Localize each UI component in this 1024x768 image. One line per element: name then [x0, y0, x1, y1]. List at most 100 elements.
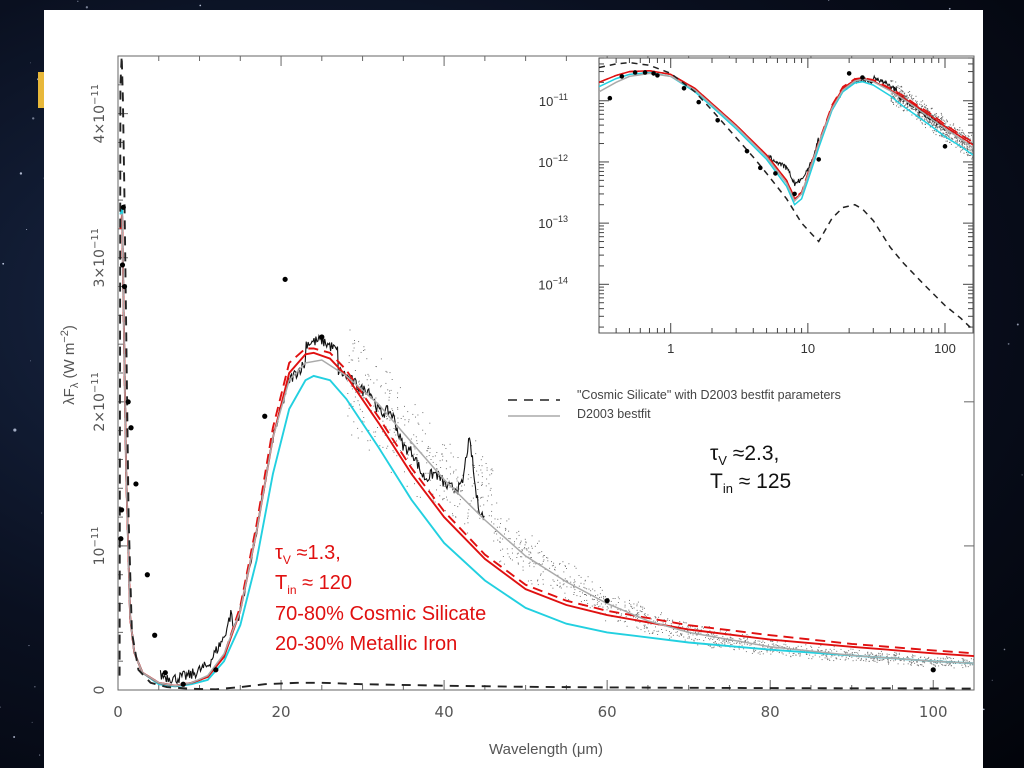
scatter-point — [459, 499, 461, 501]
inset-scatter-point — [934, 114, 936, 116]
scatter-point — [358, 341, 360, 343]
star — [0, 706, 1, 708]
inset-scatter-point — [944, 120, 946, 122]
photometry-point — [282, 276, 288, 282]
scatter-point — [472, 497, 474, 499]
scatter-point — [566, 580, 567, 582]
scatter-point — [507, 553, 509, 555]
inset-scatter-point — [927, 108, 929, 109]
inset-scatter-point — [921, 106, 922, 108]
scatter-point — [779, 645, 781, 647]
scatter-point — [573, 594, 575, 595]
scatter-point — [876, 661, 878, 663]
scatter-point — [844, 659, 846, 661]
scatter-point — [933, 662, 935, 664]
scatter-point — [851, 653, 853, 655]
inset-scatter-point — [922, 105, 924, 107]
inset-scatter-point — [929, 126, 931, 128]
inset-scatter-point — [927, 109, 929, 111]
star — [30, 62, 31, 64]
scatter-point — [524, 538, 526, 540]
inset-scatter-point — [892, 85, 894, 87]
inset-scatter-point — [945, 122, 947, 124]
scatter-point — [770, 653, 772, 655]
scatter-point — [491, 468, 493, 470]
scatter-point — [453, 472, 454, 474]
scatter-point — [566, 586, 568, 588]
scatter-point — [949, 663, 951, 665]
scatter-point — [439, 484, 441, 486]
scatter-point — [635, 614, 637, 616]
scatter-point — [881, 659, 883, 661]
scatter-point — [655, 626, 656, 628]
inset-scatter-point — [967, 135, 969, 137]
scatter-point — [744, 640, 746, 642]
inset-scatter-point — [936, 126, 938, 127]
star — [948, 7, 951, 10]
inset-model-curves — [599, 61, 973, 331]
scatter-point — [522, 550, 523, 552]
scatter-point — [529, 551, 531, 553]
scatter-point — [830, 656, 832, 658]
inset-scatter-point — [972, 138, 973, 140]
inset-scatter-point — [972, 152, 973, 154]
scatter-point — [881, 653, 883, 655]
inset-scatter-point — [901, 85, 902, 87]
scatter-point — [599, 587, 601, 588]
y-axis-label: λFλ (W m−2) — [59, 325, 81, 405]
scatter-point — [770, 640, 771, 642]
scatter-point — [600, 596, 602, 598]
inset-scatter-point — [972, 156, 973, 157]
scatter-point — [912, 655, 914, 657]
inset-scatter-point — [971, 150, 973, 152]
scatter-point — [574, 589, 576, 591]
scatter-point — [829, 648, 831, 650]
scatter-point — [477, 510, 478, 512]
scatter-point — [441, 453, 443, 455]
inset-scatter-point — [941, 114, 943, 116]
scatter-point — [792, 655, 794, 656]
scatter-point — [711, 647, 713, 649]
scatter-point — [379, 445, 381, 447]
scatter-point — [947, 662, 949, 664]
scatter-point — [793, 647, 794, 649]
scatter-point — [347, 393, 349, 394]
inset-scatter-point — [966, 153, 968, 155]
scatter-point — [723, 639, 725, 641]
scatter-point — [370, 410, 372, 412]
inset-scatter-point — [956, 137, 958, 139]
scatter-point — [562, 584, 564, 586]
scatter-point — [883, 659, 885, 661]
scatter-point — [436, 489, 437, 491]
scatter-point — [414, 448, 416, 450]
scatter-point — [524, 544, 526, 546]
scatter-point — [397, 417, 399, 419]
scatter-point — [848, 650, 850, 652]
inset-scatter-point — [928, 119, 930, 121]
scatter-point — [612, 598, 614, 599]
inset-y-tick-label: 10−14 — [538, 275, 568, 292]
scatter-point — [384, 392, 386, 394]
scatter-point — [559, 582, 561, 584]
scatter-point — [909, 661, 911, 663]
scatter-point — [665, 629, 667, 631]
scatter-point — [592, 588, 594, 590]
scatter-point — [952, 658, 954, 659]
scatter-point — [625, 620, 626, 622]
scatter-point — [783, 643, 785, 645]
scatter-point — [537, 584, 539, 586]
inset-scatter-point — [921, 123, 923, 125]
scatter-point — [537, 552, 539, 554]
inset-scatter-point — [898, 100, 900, 102]
scatter-point — [895, 652, 897, 654]
scatter-point — [391, 379, 393, 380]
inset-scatter-point — [970, 155, 972, 156]
scatter-point — [557, 579, 559, 581]
inset-scatter-point — [959, 146, 961, 148]
inset-scatter-point — [899, 99, 901, 100]
scatter-point — [591, 598, 593, 600]
scatter-point — [709, 645, 711, 647]
scatter-point — [681, 633, 683, 635]
scatter-point — [965, 666, 967, 668]
scatter-point — [817, 649, 819, 651]
